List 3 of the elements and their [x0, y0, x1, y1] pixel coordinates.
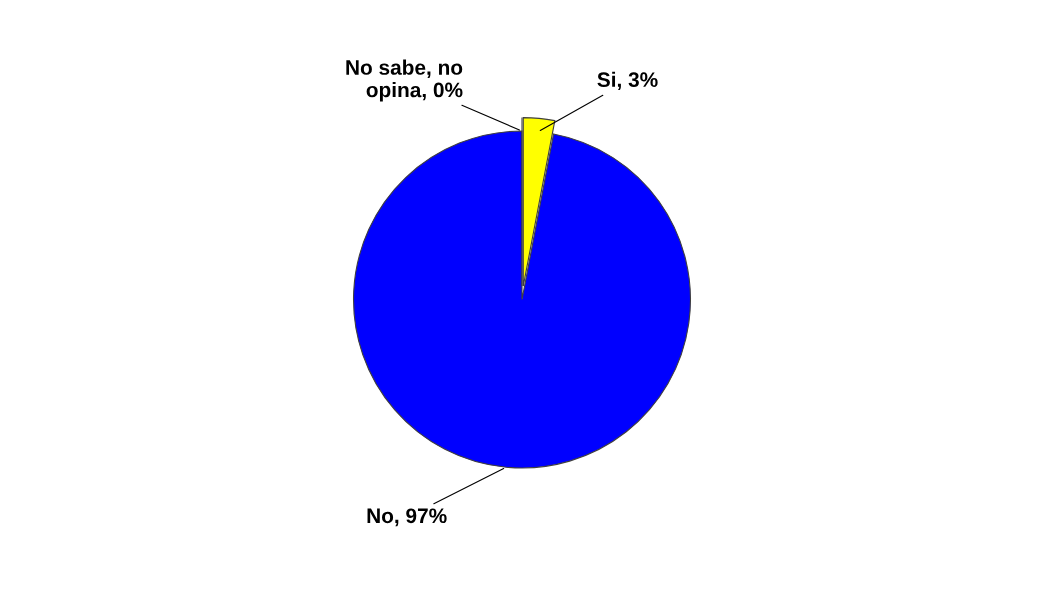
category-label: No sabe, no opina, 0% — [346, 59, 463, 102]
slice-label: Si, 3% — [597, 71, 658, 91]
slice-label: No, 97% — [367, 508, 447, 527]
